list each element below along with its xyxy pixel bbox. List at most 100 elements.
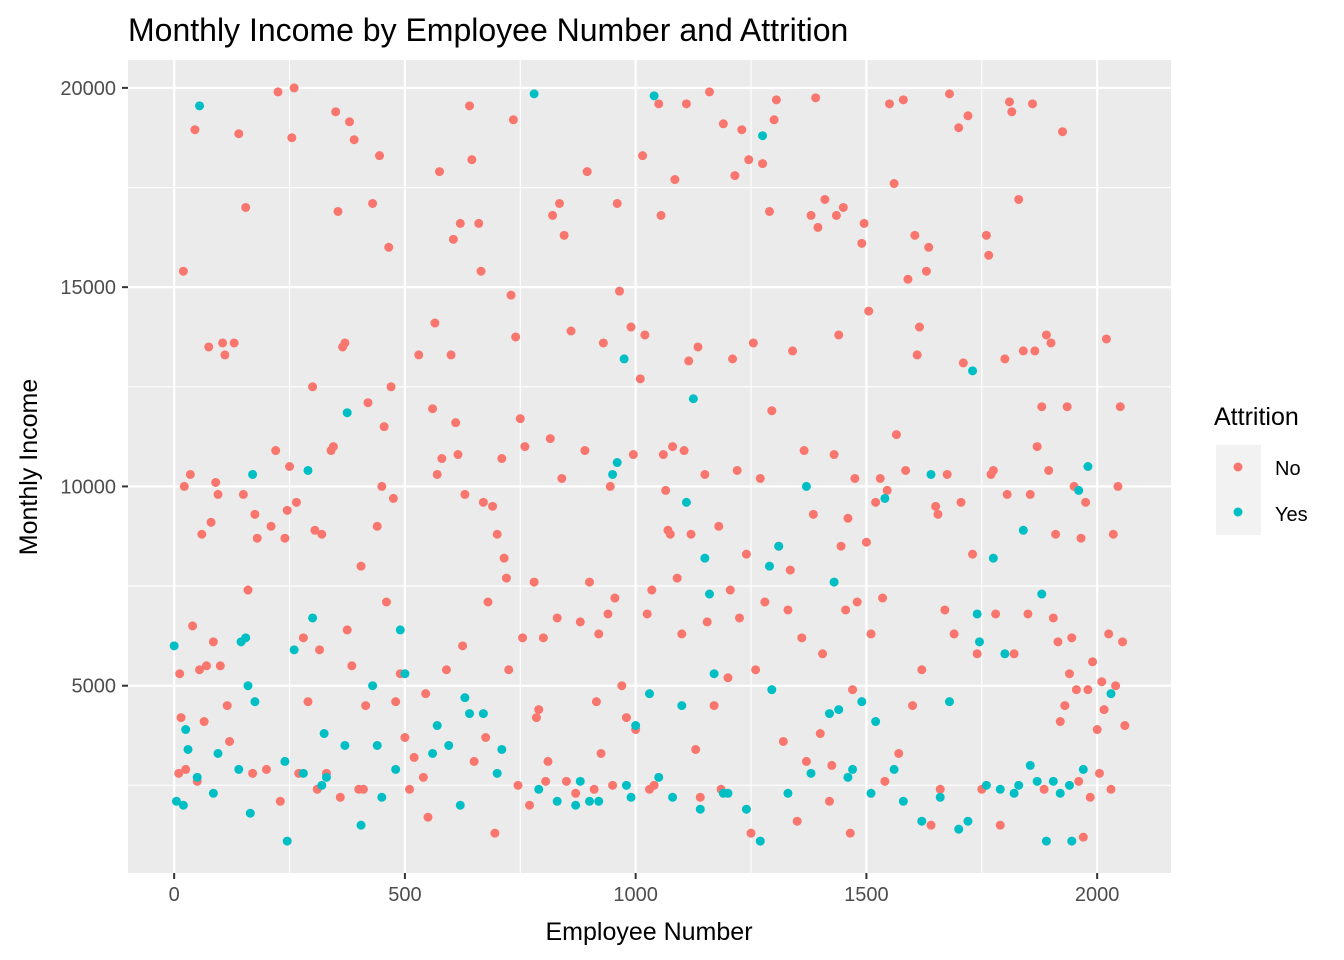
point-no-11 (197, 529, 207, 539)
point-yes-90 (926, 469, 936, 479)
point-no-200 (755, 473, 765, 483)
point-no-40 (287, 133, 297, 143)
point-yes-23 (319, 729, 329, 739)
point-no-55 (333, 206, 343, 216)
point-no-82 (414, 350, 424, 360)
point-no-211 (788, 346, 798, 356)
point-no-297 (1046, 338, 1056, 348)
point-no-136 (571, 788, 581, 798)
point-no-53 (328, 442, 338, 452)
point-no-116 (511, 332, 521, 342)
legend-marker-yes (1233, 507, 1243, 517)
point-yes-53 (621, 780, 631, 790)
point-no-118 (515, 414, 525, 424)
point-yes-41 (492, 768, 502, 778)
point-no-159 (640, 330, 650, 340)
point-yes-39 (465, 709, 475, 719)
point-no-222 (820, 194, 830, 204)
point-no-214 (799, 446, 809, 456)
x-tick-label-0: 0 (169, 884, 180, 906)
point-no-212 (792, 816, 802, 826)
point-no-299 (1051, 529, 1061, 539)
point-no-193 (734, 613, 744, 623)
point-no-73 (381, 597, 391, 607)
point-yes-70 (755, 836, 765, 846)
point-no-266 (944, 89, 954, 99)
point-yes-43 (529, 89, 539, 99)
point-no-129 (548, 210, 558, 220)
point-no-138 (580, 446, 590, 456)
point-no-2 (176, 713, 186, 723)
y-tick-label-3: 20000 (60, 78, 116, 100)
point-no-284 (1007, 107, 1017, 117)
point-no-213 (797, 633, 807, 643)
point-no-283 (1004, 97, 1014, 107)
point-no-254 (910, 230, 920, 240)
point-no-97 (458, 641, 468, 651)
point-yes-31 (391, 764, 401, 774)
point-no-286 (1014, 194, 1024, 204)
point-no-289 (1025, 489, 1035, 499)
point-no-61 (347, 661, 357, 671)
point-no-323 (1108, 529, 1118, 539)
point-yes-28 (368, 681, 378, 691)
point-no-29 (248, 768, 258, 778)
point-no-81 (409, 752, 419, 762)
point-yes-22 (317, 780, 327, 790)
point-no-133 (559, 230, 569, 240)
point-yes-32 (395, 625, 405, 635)
point-no-142 (591, 697, 601, 707)
legend: Attrition No Yes (1214, 403, 1308, 535)
point-no-240 (866, 629, 876, 639)
point-no-182 (702, 617, 712, 627)
point-yes-114 (1078, 764, 1088, 774)
point-no-93 (448, 234, 458, 244)
point-no-38 (282, 505, 292, 515)
point-no-324 (1111, 681, 1121, 691)
point-no-215 (801, 756, 811, 766)
point-yes-34 (428, 748, 438, 758)
point-no-74 (384, 242, 394, 252)
point-no-14 (204, 342, 214, 352)
point-yes-66 (709, 669, 719, 679)
point-no-86 (428, 404, 438, 414)
point-yes-62 (688, 394, 698, 404)
point-no-127 (543, 756, 553, 766)
point-yes-69 (741, 804, 751, 814)
point-no-50 (317, 529, 327, 539)
point-yes-27 (356, 820, 366, 830)
point-no-115 (508, 115, 518, 125)
point-no-134 (561, 776, 571, 786)
point-yes-106 (1032, 776, 1042, 786)
point-no-0 (174, 768, 184, 778)
point-no-104 (478, 497, 488, 507)
point-no-39 (285, 462, 295, 471)
point-yes-47 (575, 776, 585, 786)
point-no-192 (732, 465, 742, 475)
point-yes-73 (767, 685, 777, 695)
point-no-322 (1106, 784, 1116, 794)
point-yes-102 (1009, 788, 1019, 798)
point-yes-89 (917, 816, 927, 826)
point-no-269 (956, 497, 966, 507)
point-yes-76 (801, 481, 811, 491)
point-yes-35 (432, 721, 442, 731)
point-no-123 (531, 713, 541, 723)
point-no-219 (813, 222, 823, 232)
point-no-66 (361, 701, 371, 711)
point-yes-51 (612, 458, 622, 468)
point-no-276 (984, 250, 994, 260)
point-no-160 (642, 609, 652, 619)
point-no-121 (525, 800, 535, 810)
point-yes-15 (250, 697, 260, 707)
legend-label-yes: Yes (1275, 504, 1308, 526)
point-no-273 (972, 649, 982, 659)
point-no-21 (220, 350, 230, 360)
data-points (169, 83, 1130, 846)
point-no-242 (875, 473, 885, 483)
point-no-285 (1009, 649, 1019, 659)
point-yes-83 (857, 697, 867, 707)
point-no-261 (931, 501, 941, 511)
point-no-164 (654, 99, 664, 109)
legend-title: Attrition (1214, 403, 1299, 431)
